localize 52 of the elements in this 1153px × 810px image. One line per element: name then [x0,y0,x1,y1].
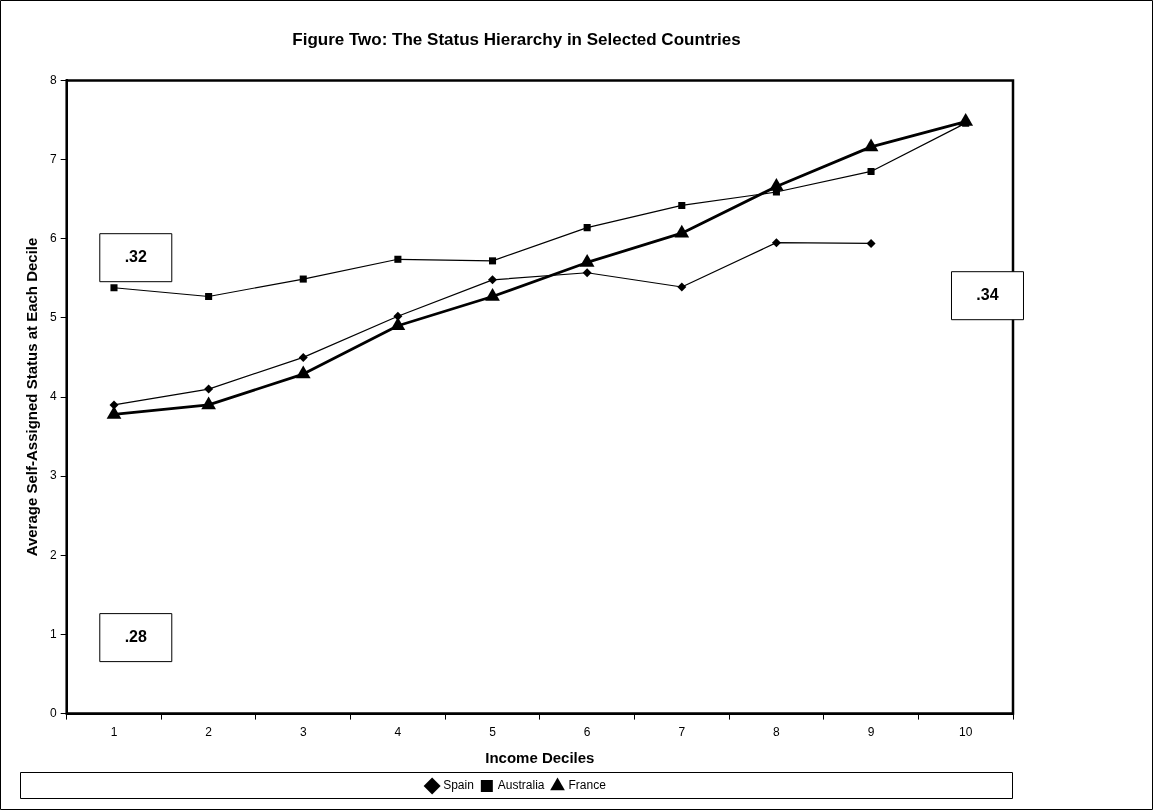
annotation: .28 [124,628,148,646]
point [298,352,308,362]
chart-title: Figure Two: The Status Hierarchy in Selected Countries [292,29,741,49]
x-axis-title: Income Deciles [485,749,595,767]
point [867,167,875,175]
annotation: .34 [976,286,999,304]
x-tick-label: 4 [394,725,402,740]
point [583,224,591,232]
point [201,396,216,410]
point [771,238,781,248]
y-tick-label: 1 [49,626,57,641]
point [204,384,214,394]
point [678,201,686,209]
y-tick-label: 7 [49,151,57,166]
point [299,275,307,283]
point [674,224,690,238]
point [110,284,118,292]
point [488,275,498,285]
x-tick-label: 7 [678,725,686,740]
x-tick-label: 3 [299,725,307,740]
y-tick-label: 4 [49,389,57,404]
annotation: .32 [124,248,148,266]
point [579,253,595,267]
x-tick-label: 6 [583,725,591,740]
x-tick-label: 9 [867,725,875,740]
x-tick-label: 8 [773,725,781,740]
x-tick-label: 5 [489,725,497,740]
point [394,255,402,263]
x-tick-label: 10 [959,725,973,740]
y-tick-label: 2 [49,547,57,562]
legend-label: Spain [443,778,474,793]
point [582,268,592,278]
legend-label: France [568,778,607,793]
point [390,317,406,331]
point [485,287,500,301]
y-tick-label: 6 [49,231,57,246]
point [295,365,311,379]
point [863,138,879,152]
point [393,311,403,321]
point [677,282,687,292]
point [488,257,497,265]
y-tick-label: 0 [49,705,57,720]
y-tick-label: 5 [49,310,57,325]
point [866,238,876,248]
x-tick-label: 1 [110,725,118,740]
point [205,292,213,301]
y-tick-label: 3 [49,468,57,483]
y-axis-title: Average Self-Assigned Status at Each Decile [23,237,41,557]
point [109,400,119,410]
y-tick-label: 8 [49,72,57,87]
x-tick-label: 2 [205,725,213,740]
legend-label: Australia [497,778,545,793]
